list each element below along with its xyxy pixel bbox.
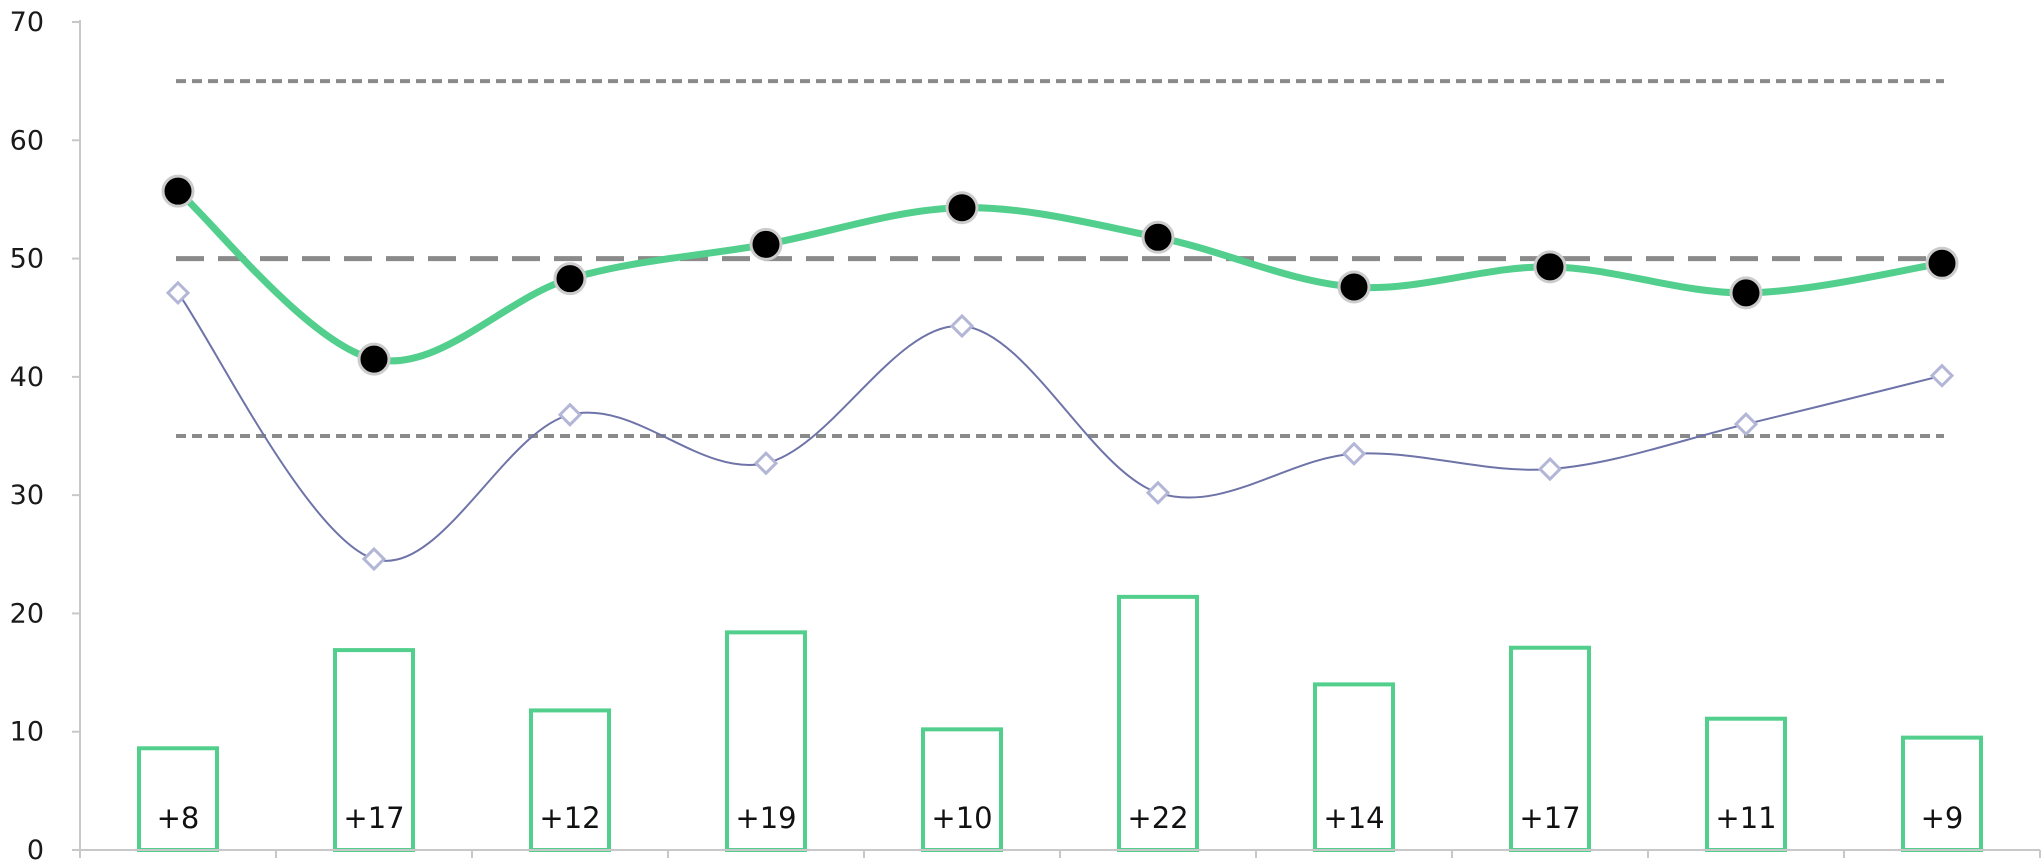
bar: [137, 746, 219, 853]
bar: [529, 708, 611, 852]
bar-label: +22: [1127, 801, 1188, 835]
series-line-secondary: [177, 291, 1943, 562]
diamond-marker: [1341, 441, 1367, 466]
y-tick-label: 50: [10, 244, 44, 275]
diamond-marker: [1537, 456, 1563, 482]
series-line-main: [174, 187, 1946, 365]
point-marker: [945, 191, 979, 225]
bar-label: +17: [1519, 801, 1580, 835]
diamond-marker: [557, 402, 583, 427]
y-tick-label: 20: [10, 598, 44, 629]
point-marker: [553, 262, 587, 296]
y-tick-label: 10: [10, 717, 44, 748]
point-marker: [1141, 220, 1175, 254]
point-marker: [749, 227, 783, 261]
bar: [1901, 735, 1983, 853]
y-tick-label: 0: [27, 835, 44, 864]
bar-label: +17: [343, 801, 404, 835]
bar-label: +11: [1715, 801, 1776, 835]
bar: [1313, 682, 1395, 853]
y-tick-label: 60: [10, 125, 44, 156]
point-marker: [161, 174, 195, 208]
bars: +8 +17 +12 +19 +10 +22 +14 +17 +11 +9: [137, 594, 1983, 853]
bar-label: +19: [735, 801, 796, 835]
y-tick-label: 40: [10, 362, 44, 393]
axes: 0 10 20 30 40 50 60 70: [10, 7, 2041, 864]
bar-label: +9: [1921, 801, 1964, 835]
point-marker: [357, 342, 391, 376]
lines: [161, 174, 1959, 572]
point-marker: [1533, 250, 1567, 284]
bar-label: +10: [931, 801, 992, 835]
bar: [1509, 645, 1591, 853]
bar-label: +14: [1323, 801, 1384, 835]
bar: [1705, 716, 1787, 853]
diamond-marker: [949, 313, 975, 339]
bar-label: +12: [539, 801, 600, 835]
point-marker: [1925, 246, 1959, 280]
diamond-marker: [361, 546, 387, 572]
point-marker: [1337, 270, 1371, 304]
bar: [333, 648, 415, 853]
diamond-marker: [1929, 363, 1955, 388]
diamond-marker: [165, 280, 191, 305]
bar-label: +8: [157, 801, 200, 835]
reference-lines: [176, 79, 1944, 438]
y-tick-label: 70: [10, 7, 44, 38]
y-tick-label: 30: [10, 480, 44, 511]
diamond-marker: [1733, 412, 1759, 437]
diamond-marker: [1145, 480, 1171, 505]
point-marker: [1729, 276, 1763, 310]
diamond-marker: [753, 451, 779, 476]
